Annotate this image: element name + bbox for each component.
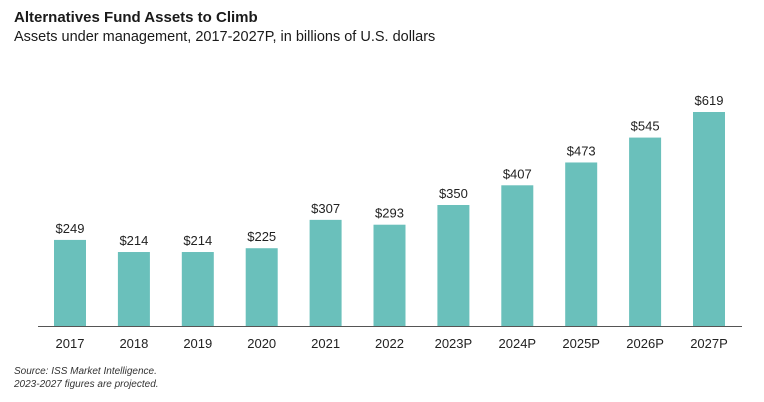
data-label-2020: $225 — [247, 229, 276, 244]
data-label-2017: $249 — [56, 221, 85, 236]
bar-2019 — [181, 252, 214, 326]
tick-label-2018: 2018 — [119, 336, 148, 351]
data-label-2027P: $619 — [695, 93, 724, 108]
tick-label-2026P: 2026P — [626, 336, 664, 351]
data-label-2018: $214 — [119, 233, 148, 248]
data-label-2019: $214 — [183, 233, 212, 248]
bar-2020 — [245, 248, 278, 326]
bar-2017 — [54, 239, 86, 326]
tick-label-2023P: 2023P — [435, 336, 473, 351]
tick-label-2022: 2022 — [375, 336, 404, 351]
chart-title: Alternatives Fund Assets to Climb — [14, 9, 258, 26]
tick-label-2019: 2019 — [183, 336, 212, 351]
tick-label-2021: 2021 — [311, 336, 340, 351]
bar-2021 — [309, 219, 342, 326]
data-label-2021: $307 — [311, 201, 340, 216]
bar-2027P — [693, 112, 725, 326]
chart-subtitle: Assets under management, 2017-2027P, in … — [14, 29, 436, 45]
bar-2024P — [501, 185, 534, 326]
bar-2026P — [629, 137, 662, 326]
data-label-2025P: $473 — [567, 143, 596, 158]
tick-label-2024P: 2024P — [499, 336, 537, 351]
data-label-2024P: $407 — [503, 166, 532, 181]
tick-label-2025P: 2025P — [562, 336, 600, 351]
tick-label-2017: 2017 — [56, 336, 85, 351]
bar-2018 — [117, 252, 150, 326]
x-axis-ticks: 2017 2018 2019 2020 2021 2022 2023P 2024P 2025P 2… — [56, 336, 728, 351]
bar-2023P — [437, 204, 470, 326]
bars-group: $249 $214 $214 $225 $307 $293 $350 $407 $473 $545… — [54, 93, 725, 326]
data-label-2022: $293 — [375, 206, 404, 221]
source-line: Source: ISS Market Intelligence. — [14, 366, 157, 377]
bar-2025P — [565, 162, 598, 326]
source-note: Source: ISS Market Intelligence. 2023-20… — [14, 365, 159, 391]
data-label-2026P: $545 — [631, 119, 660, 134]
tick-label-2020: 2020 — [247, 336, 276, 351]
projection-note: 2023-2027 figures are projected. — [14, 379, 159, 390]
tick-label-2027P: 2027P — [690, 336, 728, 351]
bar-2022 — [373, 224, 406, 326]
data-label-2023P: $350 — [439, 186, 468, 201]
